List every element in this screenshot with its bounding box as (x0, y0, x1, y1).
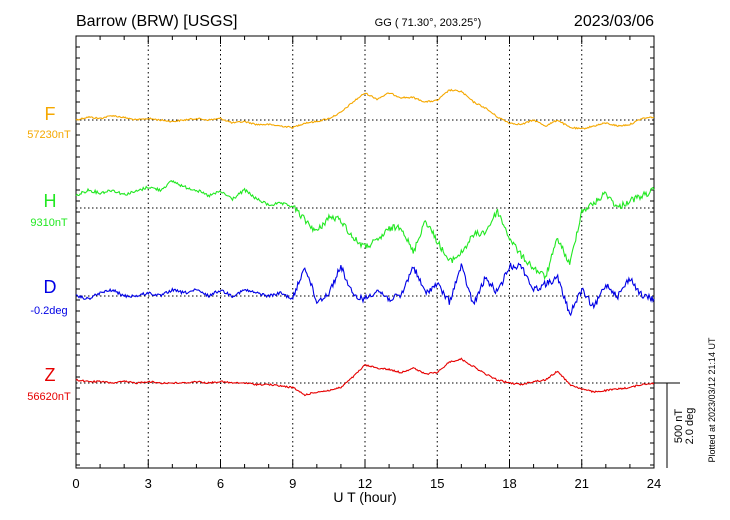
series-baseline-F: 57230nT (27, 129, 71, 141)
x-tick-label: 15 (430, 476, 444, 491)
plotted-timestamp: Plotted at 2023/03/12 21:14 UT (707, 337, 717, 463)
x-axis-label: U T (hour) (333, 489, 396, 505)
station-title: Barrow (BRW) [USGS] (76, 13, 238, 30)
series-labels: F 57230nT H 9310nT D -0.2deg Z 56620nT (27, 104, 71, 403)
coordinates-label: GG ( 71.30°, 203.25°) (375, 17, 482, 29)
x-tick-label: 9 (289, 476, 296, 491)
series-line-F (75, 88, 655, 130)
minor-ticks (76, 36, 654, 468)
series-name-D: D (44, 277, 57, 297)
scale-deg-label: 2.0 deg (684, 408, 696, 445)
date-label: 2023/03/06 (574, 13, 654, 30)
series-line-Z (75, 357, 655, 397)
x-tick-label: 12 (358, 476, 372, 491)
x-tick-label: 3 (145, 476, 152, 491)
series-baseline-Z: 56620nT (27, 391, 71, 403)
series-baseline-D: -0.2deg (30, 305, 67, 317)
x-tick-label: 6 (217, 476, 224, 491)
series-lines (75, 88, 655, 397)
x-tick-label: 0 (72, 476, 79, 491)
series-baseline-H: 9310nT (30, 217, 68, 229)
series-name-Z: Z (45, 365, 56, 385)
scale-nt-label: 500 nT (673, 409, 685, 444)
baselines (76, 119, 654, 384)
x-tick-labels: 0 3 6 9 12 15 18 21 24 (72, 476, 661, 491)
series-name-F: F (45, 104, 56, 124)
vertical-gridlines (75, 36, 655, 468)
x-tick-label: 18 (502, 476, 516, 491)
series-line-H (75, 179, 655, 281)
series-line-D (75, 262, 655, 317)
series-name-H: H (44, 191, 57, 211)
x-tick-label: 24 (647, 476, 661, 491)
x-tick-label: 21 (575, 476, 589, 491)
